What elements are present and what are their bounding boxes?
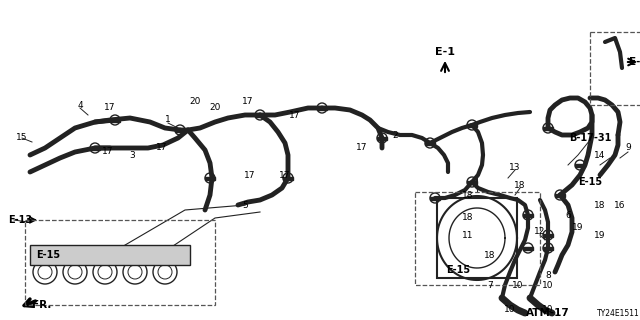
- Text: 18: 18: [484, 251, 496, 260]
- Text: 18: 18: [595, 201, 605, 210]
- Text: 2: 2: [392, 131, 398, 140]
- Text: 17: 17: [289, 110, 301, 119]
- Bar: [90, 147, 100, 149]
- Text: 16: 16: [614, 201, 626, 210]
- Bar: [575, 164, 585, 166]
- Text: 4: 4: [77, 100, 83, 109]
- Bar: [283, 177, 293, 180]
- Text: 20: 20: [189, 98, 201, 107]
- Bar: [25, 220, 215, 305]
- Text: B-17-31: B-17-31: [569, 133, 611, 143]
- Text: E-15: E-15: [446, 265, 470, 275]
- Text: 18: 18: [515, 180, 525, 189]
- Text: 8: 8: [545, 270, 551, 279]
- Text: 17: 17: [243, 98, 253, 107]
- Text: 7: 7: [487, 281, 493, 290]
- Bar: [543, 126, 553, 130]
- Text: 18: 18: [462, 190, 474, 199]
- Text: E-15: E-15: [578, 177, 602, 187]
- Text: 3: 3: [129, 150, 135, 159]
- Text: ATM-17: ATM-17: [526, 308, 570, 318]
- Text: 14: 14: [595, 150, 605, 159]
- Text: 12: 12: [534, 228, 546, 236]
- Text: 20: 20: [209, 103, 221, 113]
- Text: 10: 10: [542, 306, 554, 315]
- Bar: [205, 177, 215, 180]
- Text: 17: 17: [279, 171, 291, 180]
- Text: 1: 1: [165, 116, 171, 124]
- Bar: [467, 180, 477, 183]
- Text: 10: 10: [504, 306, 516, 315]
- Text: E-13: E-13: [8, 215, 32, 225]
- Text: E-8: E-8: [628, 57, 640, 67]
- Bar: [377, 137, 387, 140]
- Bar: [415, 192, 540, 285]
- Bar: [555, 194, 565, 196]
- Text: 9: 9: [625, 143, 631, 153]
- Bar: [430, 196, 440, 199]
- Text: 19: 19: [572, 223, 584, 233]
- Text: 10: 10: [542, 281, 554, 290]
- Bar: [543, 246, 553, 250]
- Text: E-15: E-15: [36, 250, 60, 260]
- Bar: [110, 118, 120, 122]
- Bar: [425, 141, 435, 145]
- Text: 17: 17: [104, 103, 116, 113]
- Bar: [437, 198, 517, 278]
- Bar: [255, 114, 265, 116]
- Text: 17: 17: [356, 143, 368, 153]
- Bar: [543, 234, 553, 236]
- Text: 11: 11: [462, 230, 474, 239]
- Bar: [175, 129, 185, 132]
- Text: 17: 17: [102, 148, 114, 156]
- Text: 18: 18: [462, 213, 474, 222]
- Text: FR.: FR.: [32, 300, 52, 310]
- Text: 6: 6: [565, 211, 571, 220]
- Text: 5: 5: [242, 201, 248, 210]
- Text: 15: 15: [16, 133, 28, 142]
- Text: E-1: E-1: [435, 47, 455, 57]
- Text: 17: 17: [156, 143, 168, 153]
- Bar: [317, 107, 327, 109]
- Bar: [467, 124, 477, 126]
- Text: 10: 10: [512, 281, 524, 290]
- Bar: [523, 246, 533, 250]
- Text: 13: 13: [509, 164, 521, 172]
- Bar: [30, 245, 190, 265]
- Bar: [590, 32, 640, 105]
- Text: TY24E1511: TY24E1511: [596, 308, 639, 317]
- Bar: [523, 213, 533, 217]
- Text: 19: 19: [595, 230, 605, 239]
- Text: 17: 17: [244, 171, 256, 180]
